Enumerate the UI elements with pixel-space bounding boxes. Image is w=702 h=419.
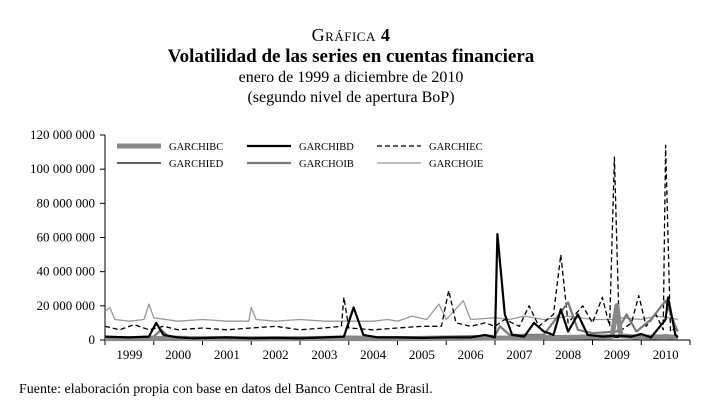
chart-subtitle-level: (segundo nivel de apertura BoP)	[247, 89, 455, 106]
legend-label-garchibd: GARCHIBD	[299, 142, 354, 153]
legend-label-garchiec: GARCHIEC	[429, 142, 483, 153]
y-tick-label: 40 000 000	[37, 264, 96, 279]
y-tick-label: 0	[89, 332, 96, 347]
figure-number: 4	[380, 25, 391, 45]
x-tick-label: 2006	[458, 347, 485, 362]
chart-subtitle-period: enero de 1999 a diciembre de 2010	[238, 69, 464, 86]
x-tick-label: 1999	[116, 347, 142, 362]
x-tick-label: 2004	[360, 347, 387, 362]
series-line-garchiec	[104, 144, 679, 333]
figure-titles: Gráfica 4 Volatilidad de las series en c…	[0, 24, 702, 108]
series-line-garchoie	[104, 300, 678, 322]
chart-series-layer	[104, 144, 679, 342]
series-line-garchibd	[104, 233, 679, 340]
x-tick-label: 2005	[409, 347, 435, 362]
source-note: Fuente: elaboración propia con base en d…	[19, 382, 433, 397]
x-tick-label: 2000	[165, 347, 191, 362]
figure-heading-label: Gráfica	[311, 25, 376, 45]
y-tick-label: 60 000 000	[37, 230, 96, 245]
x-tick-label: 2007	[506, 347, 533, 362]
legend-label-garchoie: GARCHOIE	[429, 159, 483, 170]
legend-label-garchoib: GARCHOIB	[299, 159, 354, 170]
y-tick-label: 100 000 000	[30, 161, 95, 176]
x-tick-label: 2003	[311, 347, 337, 362]
x-tick-label: 2002	[263, 347, 289, 362]
figure-heading: Gráfica 4	[0, 24, 702, 46]
x-tick-label: 2001	[214, 347, 240, 362]
x-tick-label: 2010	[653, 347, 679, 362]
y-tick-label: 120 000 000	[30, 127, 95, 142]
chart-title: Volatilidad de las series en cuentas fin…	[167, 46, 535, 67]
y-tick-label: 80 000 000	[37, 195, 96, 210]
x-tick-label: 2008	[555, 347, 581, 362]
x-tick-label: 2009	[604, 347, 630, 362]
legend-label-garchibc: GARCHIBC	[169, 142, 223, 153]
chart-axes: 0 20 000 000 40 000 000 60 000 000 80 000 00…	[30, 127, 691, 362]
chart-legend: GARCHIBC GARCHIBD GARCHIEC GARCHIED GARCHOIB…	[117, 142, 483, 170]
y-tick-label: 20 000 000	[37, 298, 96, 313]
legend-label-garchied: GARCHIED	[169, 159, 224, 170]
